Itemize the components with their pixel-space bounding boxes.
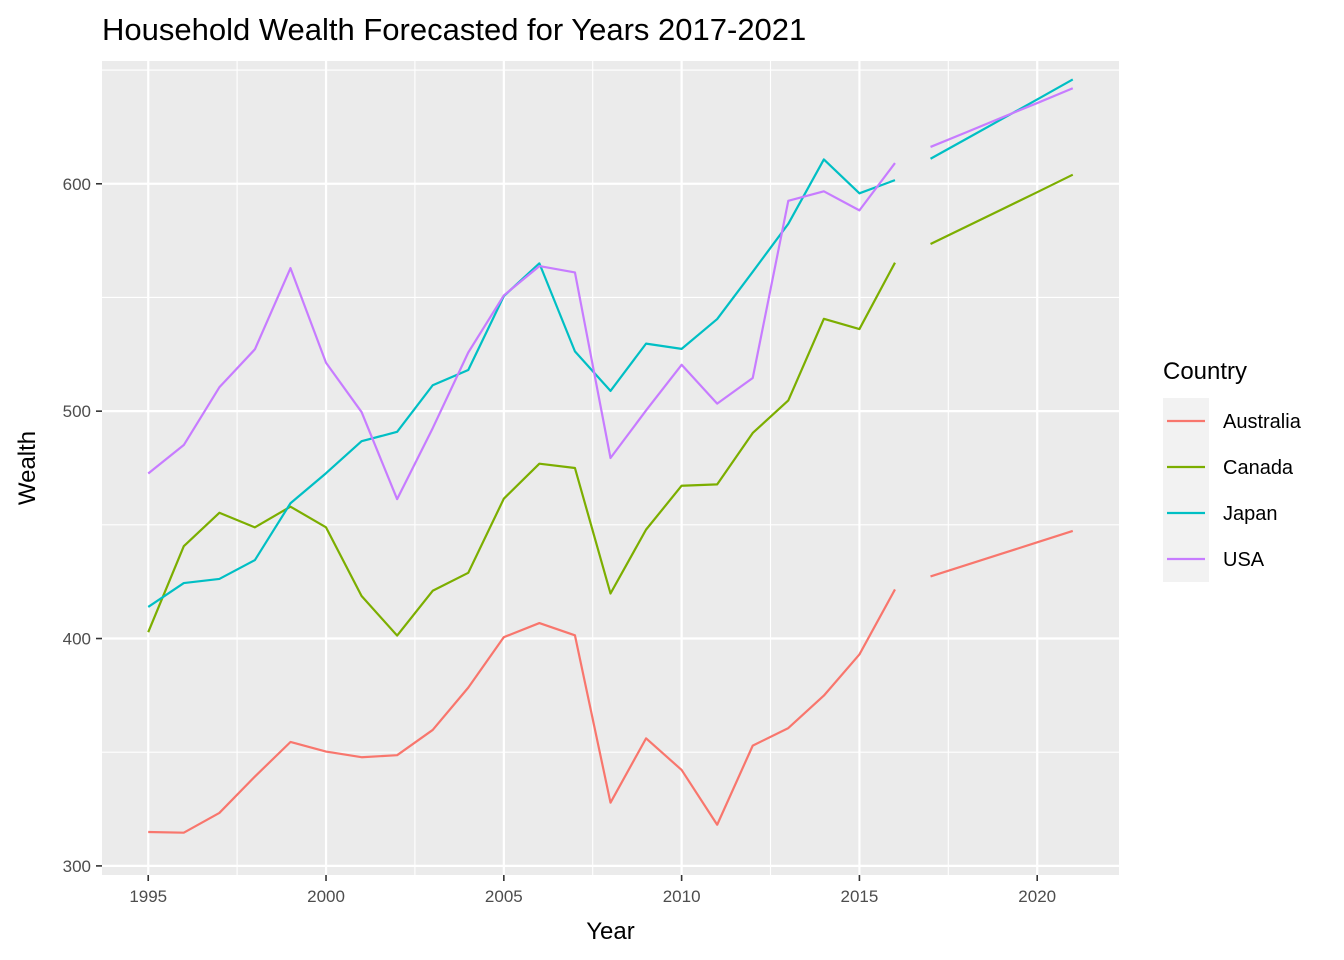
x-tick-label: 1995	[129, 887, 167, 906]
major-gridlines	[102, 61, 1119, 875]
legend-title: Country	[1163, 358, 1247, 385]
x-tick-label: 2000	[307, 887, 345, 906]
legend-items: Australia Canada Japan USA	[1163, 398, 1302, 582]
legend: Country Australia Canada Japan USA	[1163, 358, 1302, 582]
y-axis: 300 400 500 600	[63, 175, 102, 876]
y-tick-label: 400	[63, 630, 91, 649]
series-line-japan-forecast	[929, 78, 1074, 160]
minor-gridlines	[102, 61, 1119, 875]
series-line-australia-forecast	[930, 529, 1074, 578]
y-tick-label: 600	[63, 175, 91, 194]
y-tick-label: 300	[63, 857, 91, 876]
legend-label-australia: Australia	[1223, 411, 1302, 433]
series-line-canada-historical	[147, 262, 896, 637]
series-lines	[147, 78, 1074, 834]
series-line-usa-historical	[147, 162, 896, 501]
legend-label-usa: USA	[1223, 549, 1265, 571]
series-line-canada-forecast	[930, 173, 1074, 246]
series-line-usa-forecast	[930, 87, 1074, 148]
x-axis-title: Year	[586, 918, 635, 945]
legend-label-japan: Japan	[1223, 503, 1278, 525]
x-tick-label: 2010	[663, 887, 701, 906]
chart-title: Household Wealth Forecasted for Years 20…	[102, 12, 806, 47]
x-tick-label: 2020	[1018, 887, 1056, 906]
y-axis-title: Wealth	[14, 431, 41, 505]
x-tick-label: 2005	[485, 887, 523, 906]
series-line-australia-historical	[148, 588, 896, 834]
plot-panel	[102, 61, 1119, 875]
x-tick-label: 2015	[841, 887, 879, 906]
x-axis: 1995 2000 2005 2010 2015 2020	[129, 875, 1056, 906]
y-tick-label: 500	[63, 402, 91, 421]
legend-label-canada: Canada	[1223, 457, 1294, 479]
